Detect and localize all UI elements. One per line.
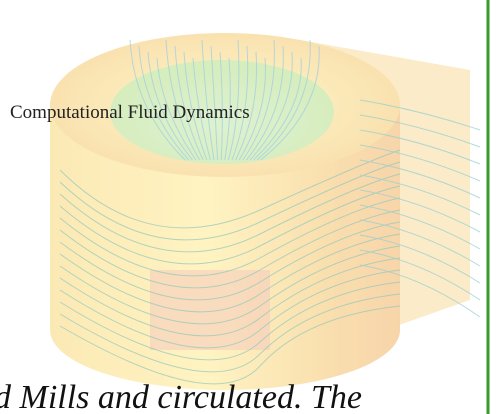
impeller: [150, 270, 270, 350]
slide: Computational Fluid Dynamics d Mills and…: [0, 0, 497, 414]
cfd-illustration: [50, 33, 480, 390]
page: Computational Fluid Dynamics d Mills and…: [0, 0, 497, 414]
heading: Computational Fluid Dynamics: [10, 102, 250, 123]
footer-text: d Mills and circulated. The: [0, 379, 362, 414]
